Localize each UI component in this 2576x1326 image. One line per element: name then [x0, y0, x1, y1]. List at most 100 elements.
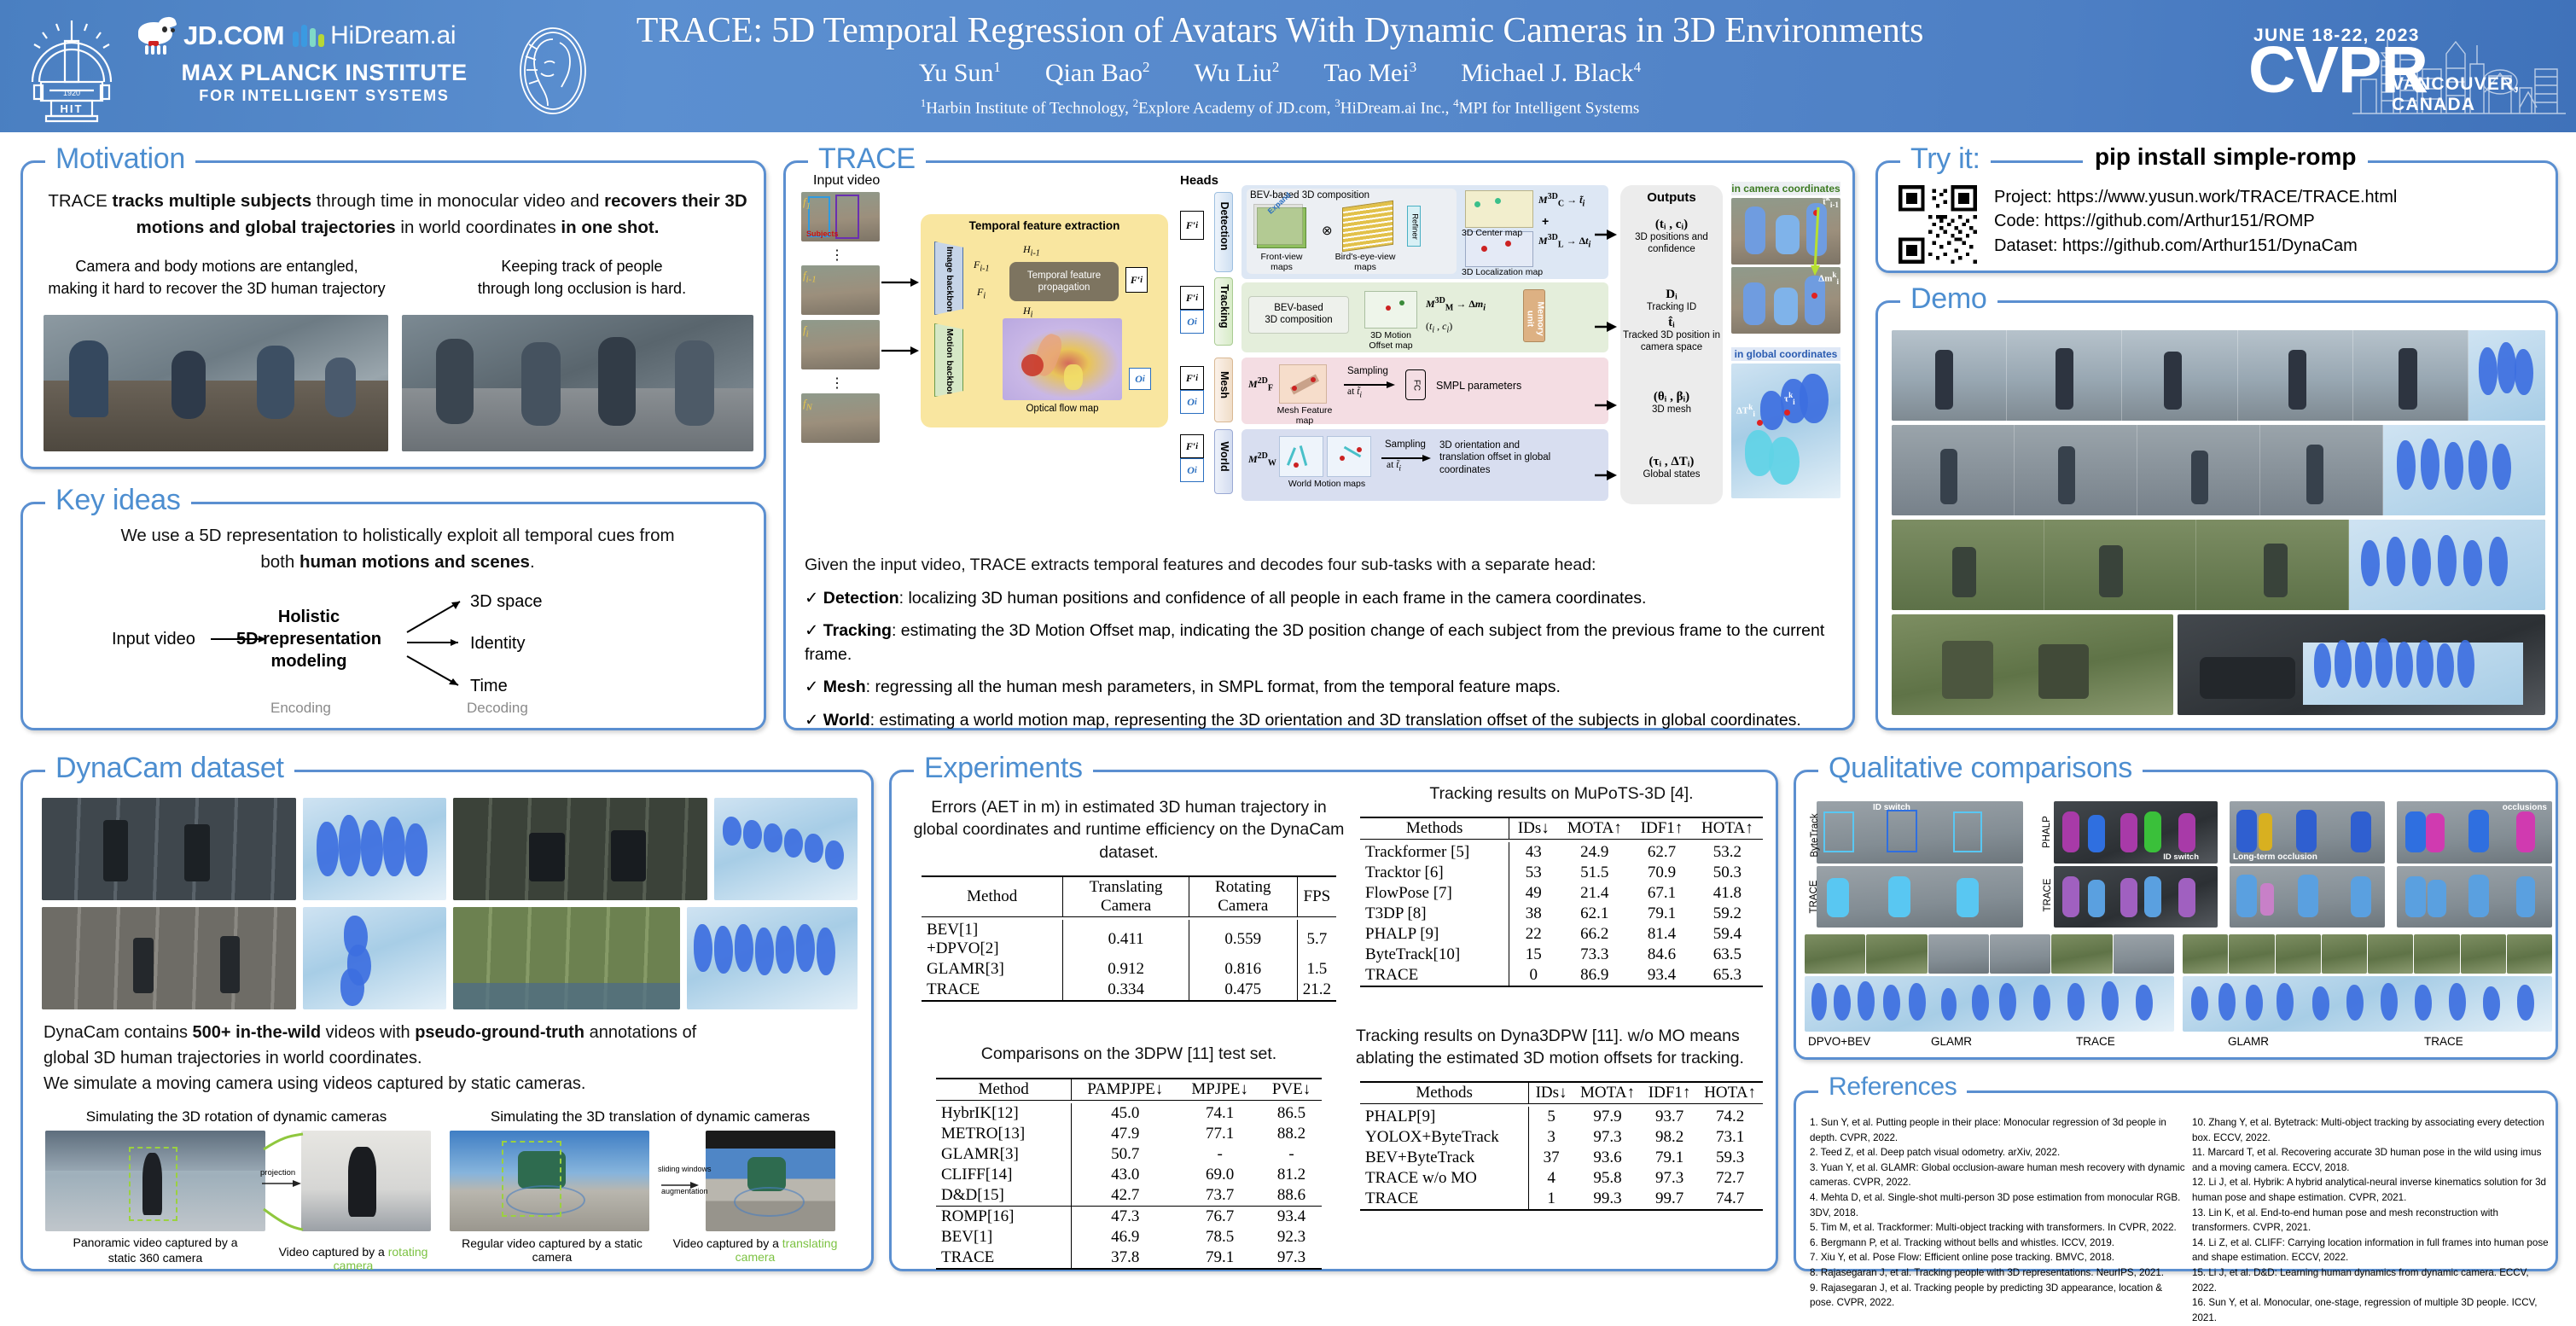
caption-mupots-table: Tracking results on MuPoTS-3D [4].	[1429, 784, 1694, 803]
references-left-column: 1. Sun Y, et al. Putting people in their…	[1810, 1115, 2185, 1311]
input-video-label: Input video	[813, 173, 881, 188]
cell: 86.5	[1276, 1104, 1306, 1123]
demo-title: Demo	[1900, 282, 1997, 316]
cell: 76.7	[1178, 1206, 1262, 1228]
translating-camera-highlight: translating camera	[735, 1236, 838, 1264]
cell: GLAMR[3]	[941, 1145, 1019, 1164]
cell: Trackformer [5]	[1365, 842, 1470, 861]
mupots-results-table: Methods IDs↓ MOTA↑ IDF1↑ HOTA↑ Trackform…	[1360, 817, 1763, 987]
dyna3dpw-results-table: Methods IDs↓ MOTA↑ IDF1↑ HOTA↑ PHALP[9] …	[1360, 1081, 1763, 1211]
qualitative-bottom-labels: DPVO+BEV GLAMR TRACE GLAMR TRACE	[1805, 1035, 2552, 1054]
qr-code-icon[interactable]	[1899, 185, 1977, 264]
reference-item: 11. Marcard T, et al. Recovering accurat…	[2192, 1147, 2542, 1173]
head-tab-detection: Detection	[1214, 192, 1233, 272]
reference-item: 3. Yuan Y, et al. GLAMR: Global occlusio…	[1810, 1161, 2185, 1189]
th-fps: FPS	[1296, 875, 1336, 917]
ki-encoding-label: Encoding	[270, 700, 331, 716]
qual-block-2: ID switch PHALP TRACE	[2035, 801, 2218, 928]
cell: 73.7	[1206, 1186, 1235, 1205]
cell: 4	[1528, 1167, 1573, 1189]
affiliations: 1Harbin Institute of Technology, 2Explor…	[920, 96, 1640, 118]
rotating-camera-image	[301, 1131, 431, 1231]
otimes-icon: ⊗	[1322, 224, 1333, 238]
output-3-desc: Global states	[1643, 469, 1701, 480]
motivation-caption-left: Camera and body motions are entangled, ma…	[48, 258, 386, 298]
cell: 98.2	[1654, 1127, 1684, 1146]
th-ids: IDs↓	[1528, 1081, 1573, 1105]
reference-item: 12. Li J, et al. Hybrik: A hybrid analyt…	[2192, 1177, 2546, 1204]
cell: YOLOX+ByteTrack	[1365, 1127, 1499, 1146]
dataset-link[interactable]: Dataset: https://github.com/Arthur151/Dy…	[1994, 236, 2358, 255]
reference-item: 16. Sun Y, et al. Monocular, one-stage, …	[2192, 1297, 2538, 1323]
cell: METRO[13]	[941, 1125, 1026, 1143]
cell: ROMP[16]	[936, 1206, 1072, 1228]
cell: T3DP [8]	[1365, 904, 1427, 922]
cell: 72.7	[1715, 1168, 1745, 1187]
table-row: BEV[1] +DPVO[2] 0.411 0.559 5.7	[922, 920, 1336, 960]
th-mota: MOTA↑	[1573, 1081, 1643, 1105]
f-prime-out: F′ i	[1125, 267, 1148, 293]
mesh-at-label: at t̃i	[1347, 387, 1363, 400]
cell: 41.8	[1712, 883, 1742, 902]
h-prev-label: Hi-1	[1023, 243, 1040, 259]
table-row: TRACE 0.334 0.475 21.2	[922, 980, 1336, 1003]
table-row: TRACE w/o MO 4 95.8 97.3 72.7	[1360, 1167, 1763, 1189]
m2d-w-sym: M2DW	[1248, 451, 1276, 468]
cell: 79.1	[1178, 1247, 1262, 1271]
cell: CLIFF[14]	[941, 1166, 1013, 1184]
f-cur-label: Fi	[977, 286, 986, 301]
mpi-logo: MAX PLANCK INSTITUTE FOR INTELLIGENT SYS…	[145, 60, 503, 105]
cell: 88.6	[1276, 1186, 1306, 1205]
project-link[interactable]: Project: https://www.yusun.work/TRACE/TR…	[1994, 188, 2398, 206]
f-prev-label: Fi-1	[974, 259, 990, 274]
cell: Tracktor [6]	[1365, 863, 1444, 881]
th-rotating: Rotating Camera	[1188, 875, 1298, 917]
output-3-sym: (τᵢ , ΔTᵢ)	[1649, 455, 1695, 468]
detection-head-body: BEV-based 3D composition ⊗ Refiner Front…	[1241, 185, 1608, 279]
references-right-column: 10. Zhang Y, et al. Bytetrack: Multi-obj…	[2192, 1115, 2549, 1326]
demo-strip-1	[1892, 330, 2545, 421]
hidream-bars-icon	[293, 24, 325, 47]
cell: 0.334	[1062, 980, 1189, 1003]
cell: 66.2	[1580, 924, 1609, 943]
key-ideas-lead: We use a 5D representation to holistical…	[120, 526, 675, 572]
check-icon: ✓	[805, 710, 819, 730]
heads-to-outputs-arrows	[1595, 230, 1617, 480]
cell: 5	[1528, 1106, 1573, 1127]
world-at-label: at t̃i	[1387, 460, 1402, 474]
cell: 67.1	[1647, 883, 1677, 902]
th-ids: IDs↓	[1509, 817, 1558, 840]
table-row: BEV+ByteTrack 37 93.6 79.1 59.3	[1360, 1147, 1763, 1168]
header-logos: 1920 HIT JD.COM HiDream.ai MAX PLANCK IN…	[0, 0, 589, 132]
rotation-sample: projection Panoramic video captured by a…	[45, 1131, 431, 1272]
cell: PHALP [9]	[1365, 924, 1439, 943]
check-icon: ✓	[805, 620, 819, 640]
qualitative-title: Qualitative comparisons	[1818, 752, 2143, 785]
cell: 15	[1509, 944, 1558, 965]
cell: 59.3	[1715, 1148, 1745, 1166]
ki-center-line1: Holistic	[278, 608, 340, 626]
experiments-title: Experiments	[914, 752, 1093, 785]
cell: 88.2	[1276, 1125, 1306, 1143]
cell: 74.7	[1697, 1188, 1763, 1211]
output-1-sym2: t̂ᵢ	[1668, 316, 1675, 329]
motivation-title: Motivation	[45, 142, 195, 176]
pip-install-command[interactable]: pip install simple-romp	[2083, 143, 2369, 171]
cell: TRACE	[1360, 964, 1509, 987]
cell: 97.3	[1654, 1168, 1684, 1187]
reference-item: 9. Rajasegaran J, et al. Tracking people…	[1810, 1282, 2163, 1309]
bev-composition-title: BEV-based 3D composition	[1250, 190, 1369, 201]
key-ideas-diagram: Input video Holistic 5D representation m…	[112, 592, 543, 716]
sim-rotation-title: Simulating the 3D rotation of dynamic ca…	[85, 1108, 387, 1125]
qual-block-4: occlusions	[2397, 801, 2552, 928]
plus-sym: +	[1542, 214, 1550, 228]
qual-row-label-phalp: PHALP	[2042, 816, 2052, 848]
table-row: Trackformer [5] 43 24.9 62.7 53.2	[1360, 841, 1763, 863]
trace-bullet-2-head: Mesh	[823, 678, 866, 697]
cell: 37	[1528, 1147, 1573, 1168]
code-link[interactable]: Code: https://github.com/Arthur151/ROMP	[1994, 212, 2315, 231]
reference-item: 7. Xiu Y, et al. Pose Flow: Efficient on…	[1810, 1252, 2115, 1264]
input-frame-2	[801, 265, 880, 315]
